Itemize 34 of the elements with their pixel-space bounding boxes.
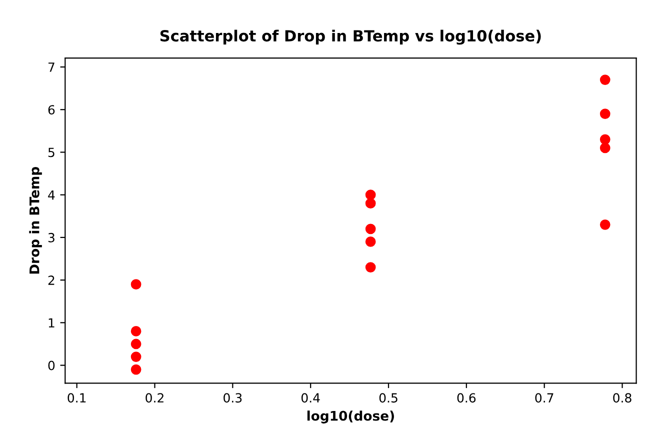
x-axis-title: log10(dose) — [307, 410, 394, 424]
chart-title: Scatterplot of Drop in BTemp vs log10(dose) — [160, 30, 541, 45]
point — [365, 262, 376, 272]
x-tick-label: 0.4 — [301, 393, 320, 403]
point — [365, 198, 376, 209]
point — [600, 134, 610, 145]
x-tick-label: 0.3 — [224, 393, 242, 403]
y-tick-label: 5 — [48, 148, 54, 158]
point — [130, 326, 142, 336]
point — [130, 364, 142, 375]
y-tick-label: 6 — [48, 105, 55, 115]
point — [600, 219, 610, 230]
point — [365, 190, 376, 200]
y-tick-label: 7 — [48, 62, 54, 72]
x-tick-label: 0.8 — [613, 393, 632, 403]
y-tick-label: 4 — [48, 190, 55, 200]
x-tick-label: 0.6 — [457, 393, 476, 403]
point — [130, 352, 142, 362]
y-tick-label: 3 — [48, 232, 54, 242]
y-tick-label: 2 — [48, 276, 54, 285]
point — [130, 279, 142, 290]
y-axis-title: Drop in BTemp — [29, 166, 42, 274]
point — [365, 236, 376, 247]
x-tick-label: 0.1 — [68, 393, 86, 403]
x-tick-label: 0.2 — [146, 393, 164, 403]
point — [130, 338, 142, 350]
point — [600, 74, 610, 85]
point — [365, 224, 376, 234]
y-tick-label: 1 — [48, 318, 54, 328]
y-tick-label: 0 — [48, 360, 55, 370]
point — [600, 108, 610, 120]
x-tick-label: 0.7 — [535, 393, 554, 403]
x-tick-label: 0.5 — [379, 393, 398, 403]
point — [600, 142, 610, 154]
